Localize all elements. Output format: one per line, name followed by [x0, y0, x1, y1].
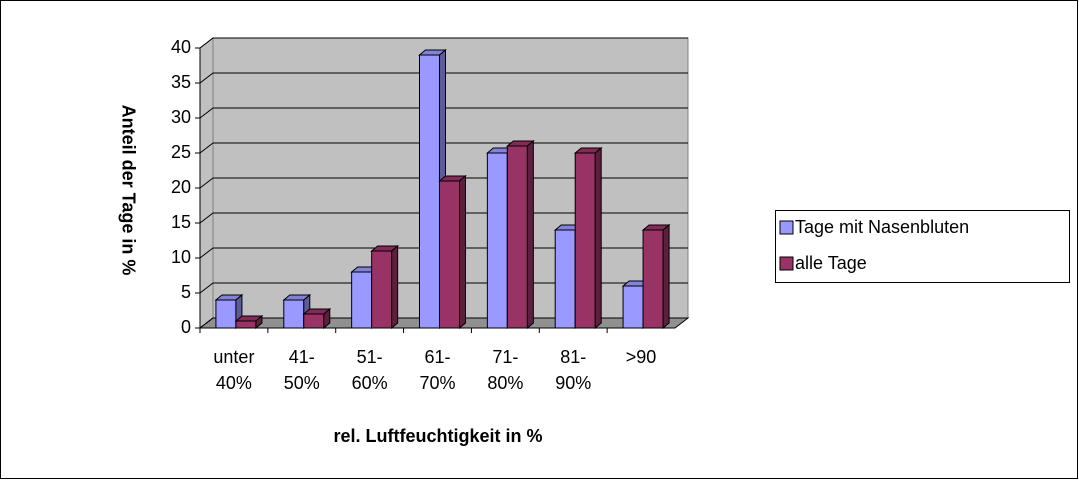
bar-front: [642, 229, 664, 329]
legend-label: Tage mit Nasenbluten: [795, 217, 969, 237]
bar: [234, 314, 264, 330]
bar-front: [351, 271, 373, 329]
bar: [370, 244, 400, 330]
bar: [505, 139, 535, 330]
y-axis-title: Anteil der Tage in %: [118, 105, 138, 276]
bar: [573, 146, 603, 330]
bar-front: [303, 313, 325, 329]
x-tick-label: 61-70%: [419, 347, 456, 393]
bar: [302, 307, 332, 330]
bar-front: [235, 320, 257, 329]
bar-side: [323, 307, 331, 330]
grid-line: [199, 37, 688, 49]
grid-line: [199, 72, 688, 84]
grid-line: [199, 107, 688, 119]
bar-front: [419, 54, 440, 329]
x-tick-label: 71-80%: [487, 347, 524, 393]
y-tick-label: 40: [171, 37, 191, 57]
x-axis-title: rel. Luftfeuchtigkeit in %: [333, 426, 542, 446]
y-tick-label: 0: [181, 317, 191, 337]
y-tick-label: 15: [171, 212, 191, 232]
bar-side: [662, 223, 670, 330]
y-tick-label: 20: [171, 177, 191, 197]
bar: [438, 174, 467, 330]
legend-box: [775, 210, 1070, 283]
y-tick-label: 25: [171, 142, 191, 162]
x-tick-label: 51-60%: [351, 347, 388, 393]
bar-front: [486, 152, 508, 329]
bar-side: [255, 314, 263, 330]
y-tick-label: 30: [171, 107, 191, 127]
bar-side: [459, 174, 466, 330]
x-tick-label: 81-90%: [555, 347, 592, 393]
x-tick-label: >90: [625, 347, 657, 367]
bar: [641, 223, 671, 330]
x-tick-label: unter 40%: [213, 347, 255, 393]
legend-label: alle Tage: [795, 253, 867, 273]
bar-front: [506, 145, 528, 329]
bar-front: [554, 229, 576, 329]
y-tick-label: 35: [171, 72, 191, 92]
bar-front: [283, 299, 305, 329]
bar-front: [215, 299, 237, 329]
bar-front: [439, 180, 460, 329]
bar-front: [371, 250, 393, 329]
y-tick-label: 5: [181, 282, 191, 302]
bar-side: [594, 146, 602, 330]
y-tick-label: 10: [171, 247, 191, 267]
x-tick-label: 41-50%: [283, 347, 320, 393]
bar-side: [391, 244, 399, 330]
bar-side: [526, 139, 534, 330]
bar-front: [622, 285, 644, 329]
legend-swatch: [779, 220, 794, 235]
bar-front: [574, 152, 596, 329]
legend-swatch: [779, 256, 794, 271]
